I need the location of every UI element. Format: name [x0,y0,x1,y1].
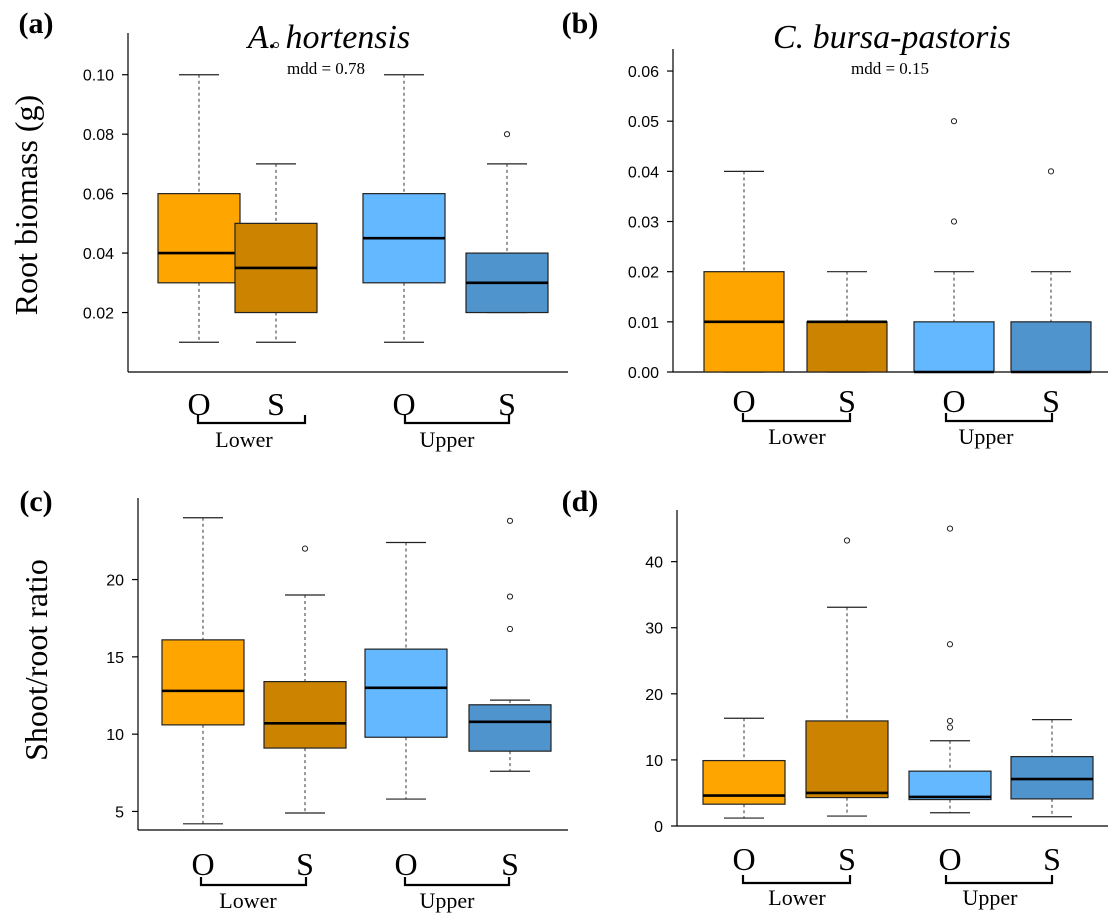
y-axis-label: Root biomass (g) [8,95,44,315]
outlier-point [302,546,307,551]
group-bracket [946,875,1052,883]
category-label: S [838,841,856,877]
outlier-point [507,518,512,523]
outlier-point [951,119,956,124]
group-bracket [405,415,509,423]
box [162,640,244,725]
y-tick-label: 30 [645,621,663,638]
category-label: S [838,383,856,419]
group-label: Upper [420,888,476,913]
box [264,682,346,748]
y-tick-label: 40 [645,555,663,572]
outlier-point [844,538,849,543]
outlier-point [507,594,512,599]
box [914,322,994,372]
box [1011,757,1093,799]
panel-d: 0 10 20 30 40 O S O S Lower Upper (d) [562,485,1108,910]
category-label: O [938,841,961,877]
group-bracket [198,415,305,423]
group-label: Upper [963,885,1019,910]
y-tick-label: 10 [645,753,663,770]
outlier-point [947,718,952,723]
outlier-point [947,642,952,647]
group-label: Lower [768,885,826,910]
panel-label: (a) [19,7,54,40]
y-tick-label: 0.06 [83,187,114,204]
y-tick-label: 5 [115,804,124,821]
category-label: S [296,846,314,882]
outlier-point [504,132,509,137]
mdd-annotation: mdd = 0.78 [287,59,365,78]
box [365,649,447,737]
category-label: S [498,386,516,422]
y-tick-label: 0.04 [83,246,114,263]
box [807,322,887,372]
group-bracket [201,877,306,885]
box [1011,322,1091,372]
outlier-point [951,219,956,224]
group-bracket [743,413,850,421]
panel-c: 5 10 15 20 O S O S Lower Upper (c) Shoot/root ratio [18,485,568,913]
outlier-point [947,725,952,730]
chart-title: A. hortensis [246,19,410,56]
box [469,705,551,751]
chart-title: C. bursa-pastoris [773,19,1011,56]
y-tick-label: 20 [106,573,124,590]
panel-label: (b) [562,7,599,40]
outlier-point [1048,169,1053,174]
category-label: O [732,841,755,877]
y-tick-label: 10 [106,727,124,744]
group-bracket [743,875,850,883]
y-tick-label: 0 [654,819,663,836]
box [806,721,888,798]
mdd-annotation: mdd = 0.15 [851,59,929,78]
box [909,771,991,799]
category-label: S [501,846,519,882]
y-tick-label: 0.10 [83,68,114,85]
group-label: Lower [215,427,273,452]
box [158,194,240,283]
category-label: O [191,846,214,882]
y-tick-label: 0.02 [628,265,659,282]
group-label: Lower [768,424,826,449]
y-tick-label: 0.02 [83,306,114,323]
outlier-point [947,526,952,531]
group-label: Lower [219,888,277,913]
panel-label: (c) [19,485,52,518]
group-bracket [405,877,509,885]
y-tick-label: 0.01 [628,315,659,332]
y-tick-label: 15 [106,650,124,667]
y-tick-label: 0.00 [628,365,659,382]
category-label: S [267,386,285,422]
y-tick-label: 0.04 [628,164,659,181]
y-tick-label: 0.05 [628,114,659,131]
outlier-point [507,626,512,631]
y-tick-label: 20 [645,687,663,704]
category-label: S [1043,841,1061,877]
y-tick-label: 0.08 [83,127,114,144]
y-tick-label: 0.06 [628,64,659,81]
box [703,761,785,805]
y-tick-label: 0.03 [628,215,659,232]
group-label: Upper [959,424,1015,449]
panel-label: (d) [562,485,599,518]
y-axis-label: Shoot/root ratio [18,559,54,761]
group-label: Upper [420,427,476,452]
category-label: O [394,846,417,882]
